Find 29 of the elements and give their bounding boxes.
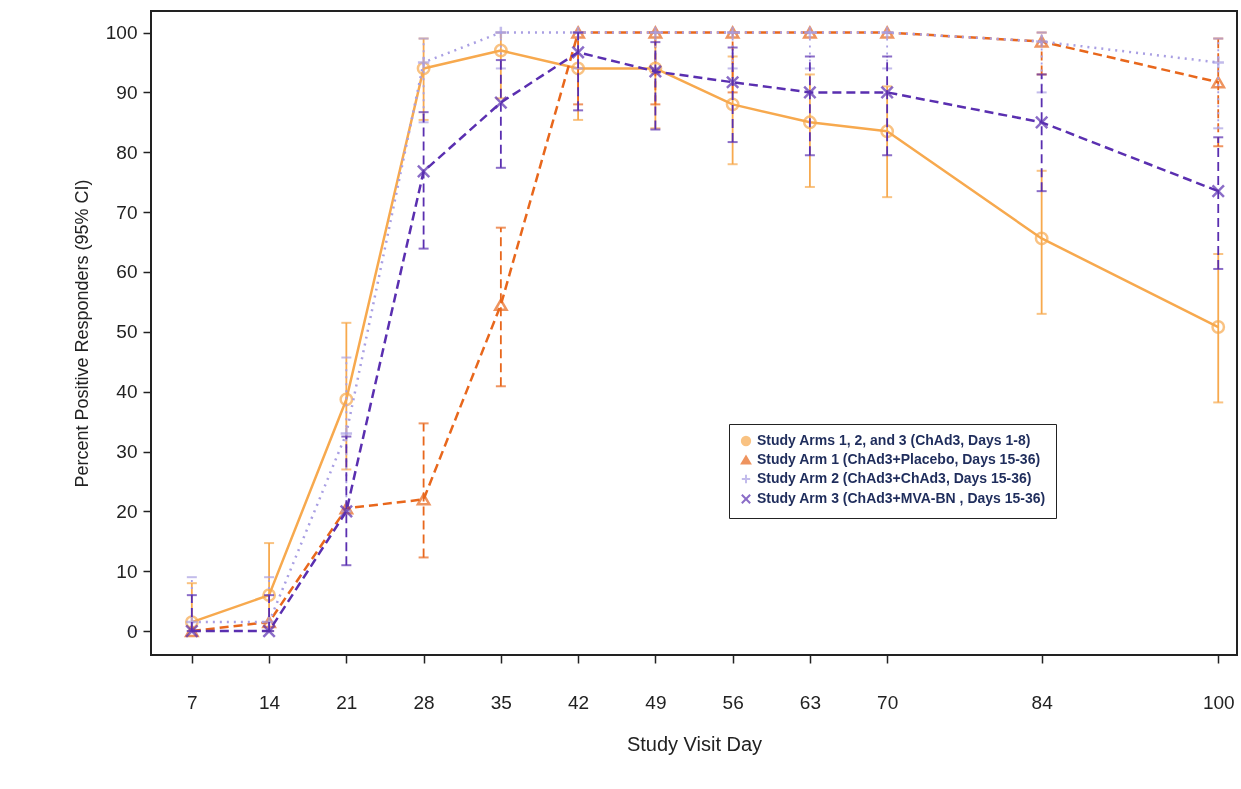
x-tick-label: 100 (1202, 691, 1235, 713)
y-tick-label: 40 (116, 381, 138, 403)
x-tick-label: 42 (568, 691, 590, 713)
legend-label: Study Arm 1 (ChAd3+Placebo, Days 15-36) (757, 451, 1041, 467)
x-tick-label: 14 (259, 691, 281, 713)
y-tick-label: 100 (105, 22, 138, 44)
x-tick-label: 21 (336, 691, 358, 713)
x-tick-label: 35 (490, 691, 512, 713)
x-tick-label: 84 (1031, 691, 1054, 713)
x-axis-title: Study Visit Day (626, 732, 763, 755)
x-tick-label: 7 (187, 691, 198, 713)
x-tick-label: 70 (877, 691, 899, 713)
y-tick-label: 50 (116, 321, 138, 343)
legend-label: Study Arm 2 (ChAd3+ChAd3, Days 15-36) (757, 470, 1032, 486)
y-tick-label: 30 (116, 441, 138, 463)
y-tick-label: 70 (116, 201, 138, 223)
legend-label: Study Arm 3 (ChAd3+MVA-BN , Days 15-36) (757, 490, 1046, 506)
x-tick-label: 28 (413, 691, 435, 713)
y-axis-title: Percent Positive Responders (95% CI) (71, 179, 92, 488)
x-tick-label: 63 (799, 691, 821, 713)
x-tick-label: 49 (645, 691, 667, 713)
legend-label: Study Arms 1, 2, and 3 (ChAd3, Days 1-8) (757, 432, 1031, 448)
y-tick-label: 20 (116, 500, 138, 522)
y-tick-label: 80 (116, 141, 138, 163)
x-tick-label: 56 (722, 691, 744, 713)
y-tick-label: 60 (116, 261, 138, 283)
y-tick-label: 10 (116, 560, 138, 582)
y-tick-label: 90 (116, 81, 138, 103)
y-tick-label: 0 (126, 620, 138, 642)
